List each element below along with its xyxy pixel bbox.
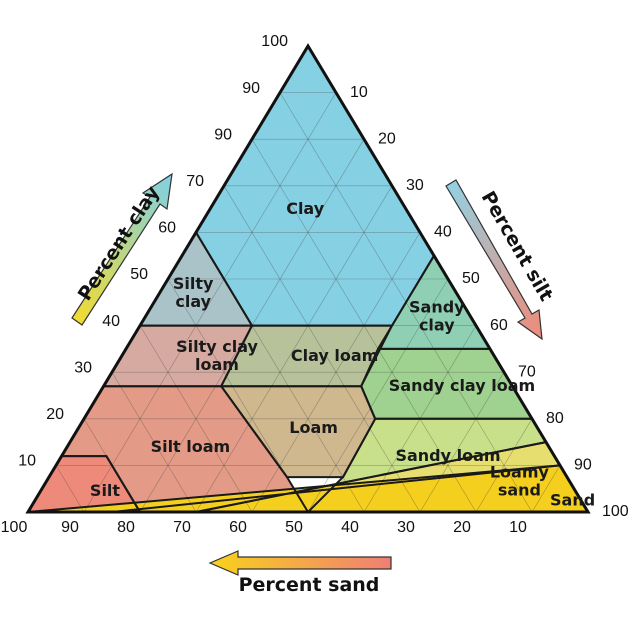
label-silt-loam: Silt loam: [151, 436, 231, 455]
clay-tick-label: 20: [46, 406, 64, 423]
label-clay: Clay: [286, 199, 325, 218]
grid-line: [531, 465, 561, 513]
label-sand: Sand: [550, 490, 595, 509]
grid-line: [419, 372, 505, 513]
grid-line: [307, 278, 449, 513]
region-border-loam: [220, 385, 377, 479]
clay-tick-label: 90: [242, 80, 260, 97]
clay-tick-label: 50: [130, 266, 148, 283]
grid-line: [223, 185, 421, 513]
sand-tick-label: 10: [509, 519, 527, 536]
silt-tick-label: 40: [434, 224, 452, 241]
label-silty-clay: Silty clay: [173, 274, 214, 311]
grid-line: [55, 465, 85, 513]
label-clay-loam: Clay loam: [291, 345, 378, 364]
clay-tick-label: 90: [214, 126, 232, 143]
percent-sand-arrow-shape: [208, 550, 392, 576]
label-silt: Silt: [90, 481, 120, 500]
silt-tick-label: 10: [350, 84, 368, 101]
sand-tick-label: 40: [341, 519, 359, 536]
label-sandy-loam: Sandy loam: [395, 446, 500, 465]
percent-sand-arrow: Percent sand: [208, 550, 392, 596]
label-sandy-clay-loam: Sandy clay loam: [389, 376, 535, 395]
percent-silt-arrow-shape: [445, 179, 543, 341]
sand-tick-label: 30: [397, 519, 415, 536]
label-loamy-sand: Loamy sand: [490, 462, 550, 499]
grid-line: [475, 418, 533, 513]
clay-tick-label: 30: [74, 359, 92, 376]
sand-tick-label: 90: [61, 519, 79, 536]
silt-tick-label: 30: [406, 177, 424, 194]
sand-tick-label: 70: [173, 519, 191, 536]
region-clay-loam: [221, 325, 392, 387]
silt-tick-label: 20: [378, 130, 396, 147]
silt-tick-label: 70: [518, 363, 536, 380]
region-sandy-clay: [378, 255, 490, 349]
label-sandy-clay: Sandy clay: [409, 297, 465, 334]
label-silty-clay-loam: Silty clay loam: [176, 336, 258, 373]
silt-tick-label: 100: [602, 503, 629, 520]
grid-line: [111, 372, 197, 513]
sand-tick-label: 100: [1, 519, 28, 536]
silt-tick-label: 60: [490, 317, 508, 334]
percent-clay-arrow-shape: [71, 172, 173, 326]
percent-clay-title: Percent clay: [74, 182, 165, 305]
silt-tick-label: 80: [546, 410, 564, 427]
label-loam: Loam: [289, 418, 338, 437]
region-silty-clay-loam: [103, 325, 252, 387]
sand-tick-label: 80: [117, 519, 135, 536]
sand-tick-label: 50: [285, 519, 303, 536]
region-silt-loam: [61, 386, 308, 512]
silt-tick-label: 50: [462, 270, 480, 287]
grid-line: [251, 232, 421, 513]
region-silty-clay: [140, 232, 252, 326]
grid-line: [83, 92, 337, 513]
clay-tick-label: 60: [158, 220, 176, 237]
silt-tick-label: 90: [574, 457, 592, 474]
clay-tick-label: 10: [18, 453, 36, 470]
percent-sand-title: Percent sand: [239, 574, 380, 596]
region-clay: [196, 46, 434, 326]
triangle-outline: [25, 43, 591, 514]
clay-tick-label: 70: [186, 173, 204, 190]
sand-tick-label: 60: [229, 519, 247, 536]
region-sandy-loam: [196, 418, 546, 512]
clay-tick-label: 40: [102, 313, 120, 330]
region-sandy-clay-loam: [361, 348, 532, 419]
sand-tick-label: 20: [453, 519, 471, 536]
region-silt: [28, 456, 140, 512]
grid-line: [195, 185, 393, 513]
clay-tick-label: 100: [261, 33, 288, 50]
grid-line: [139, 325, 253, 513]
region-loam: [221, 386, 376, 478]
